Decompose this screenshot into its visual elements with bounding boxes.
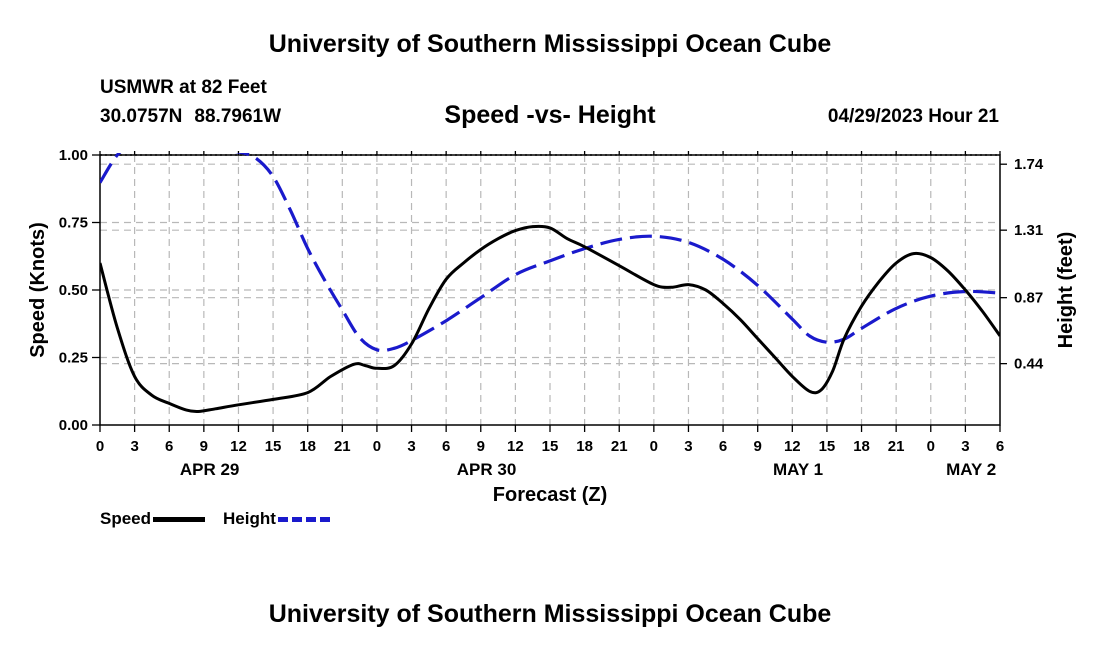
legend-swatch-speed xyxy=(153,516,206,522)
y-tick-label: 0.75 xyxy=(59,215,88,232)
x-tick-label: 0 xyxy=(927,438,935,455)
x-axis-label: Forecast (Z) xyxy=(493,484,607,506)
x-tick-label: 9 xyxy=(200,438,208,455)
x-tick-label: 0 xyxy=(373,438,381,455)
legend-item-speed: Speed xyxy=(100,509,206,529)
x-tick-label: 18 xyxy=(853,438,870,455)
y2-tick-label: 1.31 xyxy=(1014,222,1043,239)
y-axis-label: Speed (Knots) xyxy=(27,222,49,358)
x-tick-label: 21 xyxy=(888,438,905,455)
series-line-height xyxy=(100,153,1000,353)
y-tick-label: 0.00 xyxy=(59,417,88,434)
y-tick-label: 0.25 xyxy=(59,350,88,367)
y2-tick-label: 0.87 xyxy=(1014,290,1043,307)
x-tick-label: 3 xyxy=(961,438,969,455)
legend: Speed Height xyxy=(100,509,348,529)
x-tick-label: 6 xyxy=(996,438,1004,455)
x-tick-label: 18 xyxy=(576,438,593,455)
x-date-label: MAY 1 xyxy=(773,460,823,479)
longitude: 88.7961W xyxy=(194,106,282,127)
x-tick-label: 12 xyxy=(230,438,247,455)
x-tick-label: 18 xyxy=(299,438,316,455)
y2-tick-label: 0.44 xyxy=(1014,356,1044,373)
chart-subtitle: Speed -vs- Height xyxy=(444,101,656,129)
x-tick-label: 12 xyxy=(784,438,801,455)
x-tick-label: 15 xyxy=(265,438,282,455)
y-tick-label: 1.00 xyxy=(59,147,88,164)
x-tick-label: 3 xyxy=(684,438,692,455)
grid-layer xyxy=(100,155,1000,425)
axis-layer: 0 3 6 9 12 15 18 21 0 3 6 9 12 15 18 21 0 3 6 9 12 15 18 21 0 3 6 0… xyxy=(59,147,1044,479)
x-date-label: APR 29 xyxy=(180,460,240,479)
footer-title: University of Southern Mississippi Ocean… xyxy=(268,600,832,628)
x-date-label: MAY 2 xyxy=(946,460,996,479)
x-tick-label: 6 xyxy=(719,438,727,455)
x-tick-label: 6 xyxy=(165,438,173,455)
x-tick-label: 0 xyxy=(650,438,658,455)
series-layer xyxy=(100,153,1000,414)
x-tick-label: 3 xyxy=(130,438,138,455)
y2-tick-label: 1.74 xyxy=(1014,156,1044,173)
station-name: USMWR at 82 Feet xyxy=(100,77,267,98)
x-tick-label: 0 xyxy=(96,438,104,455)
forecast-datetime: 04/29/2023 Hour 21 xyxy=(827,106,999,127)
x-tick-label: 6 xyxy=(442,438,450,455)
x-tick-label: 3 xyxy=(407,438,415,455)
series-line-speed xyxy=(100,224,1000,414)
x-tick-label: 15 xyxy=(542,438,559,455)
latitude: 30.0757N xyxy=(100,106,183,127)
x-tick-label: 12 xyxy=(507,438,524,455)
station-coordinates: 30.0757N 88.7961W xyxy=(100,106,281,128)
x-tick-label: 9 xyxy=(754,438,762,455)
x-tick-label: 9 xyxy=(477,438,485,455)
x-tick-label: 15 xyxy=(819,438,836,455)
legend-item-height: Height xyxy=(223,509,330,529)
y2-axis-label: Height (feet) xyxy=(1055,232,1077,349)
x-date-label: APR 30 xyxy=(457,460,517,479)
x-tick-label: 21 xyxy=(611,438,628,455)
legend-label-height: Height xyxy=(223,509,276,528)
chart-main-title: University of Southern Mississippi Ocean… xyxy=(268,30,832,58)
x-tick-label: 21 xyxy=(334,438,351,455)
y-tick-label: 0.50 xyxy=(59,282,88,299)
legend-swatch-height xyxy=(277,516,330,522)
legend-label-speed: Speed xyxy=(100,509,152,528)
